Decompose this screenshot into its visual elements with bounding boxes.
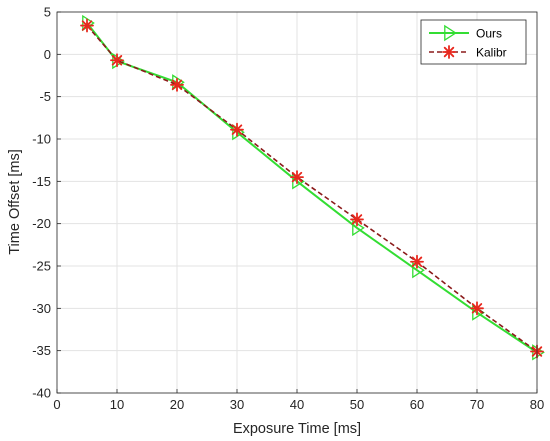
x-tick-label: 80 [530, 397, 544, 412]
x-tick-label: 60 [410, 397, 424, 412]
kalibr-marker [290, 170, 304, 185]
y-tick-label: -40 [32, 386, 51, 401]
series-kalibr [80, 18, 544, 359]
kalibr-marker [470, 301, 484, 316]
legend-entry-kalibr: Kalibr [429, 45, 507, 60]
legend-entry-ours: Ours [429, 24, 502, 42]
kalibr-marker [410, 254, 424, 269]
series-layer [80, 14, 545, 361]
ours-marker [352, 219, 365, 237]
y-tick-label: 0 [44, 47, 51, 62]
kalibr-marker [442, 45, 456, 59]
x-tick-label: 10 [110, 397, 124, 412]
x-tick-label: 40 [290, 397, 304, 412]
x-tick-label: 0 [53, 397, 60, 412]
x-tick-label: 70 [470, 397, 484, 412]
kalibr-marker [350, 212, 364, 227]
y-tick-label: -30 [32, 301, 51, 316]
y-tick-label: -10 [32, 132, 51, 147]
x-tick-label: 30 [230, 397, 244, 412]
series-line-kalibr [86, 25, 538, 353]
legend: Ours Kalibr [420, 19, 527, 65]
kalibr-marker [80, 18, 94, 33]
kalibr-marker [230, 122, 244, 137]
x-tick-label: 20 [170, 397, 184, 412]
legend-label: Kalibr [476, 46, 507, 60]
x-tick-label: 50 [350, 397, 364, 412]
tick-labels: 0 10 20 30 40 50 60 70 8050-5-10-15-20-25-30-35-… [32, 5, 544, 413]
ours-marker [412, 262, 425, 279]
y-tick-label: -25 [32, 259, 51, 274]
ours-marker [444, 24, 457, 42]
legend-box [420, 19, 527, 65]
x-axis-label: Exposure Time [ms] [233, 421, 361, 437]
y-tick-label: -5 [39, 89, 51, 104]
kalibr-marker [110, 53, 124, 68]
kalibr-marker [170, 77, 184, 92]
y-tick-label: -15 [32, 174, 51, 189]
legend-label: Ours [476, 27, 502, 41]
y-tick-label: 5 [44, 5, 51, 20]
y-tick-label: -35 [32, 343, 51, 358]
y-axis-label: Time Offset [ms] [7, 149, 23, 255]
y-tick-label: -20 [32, 216, 51, 231]
